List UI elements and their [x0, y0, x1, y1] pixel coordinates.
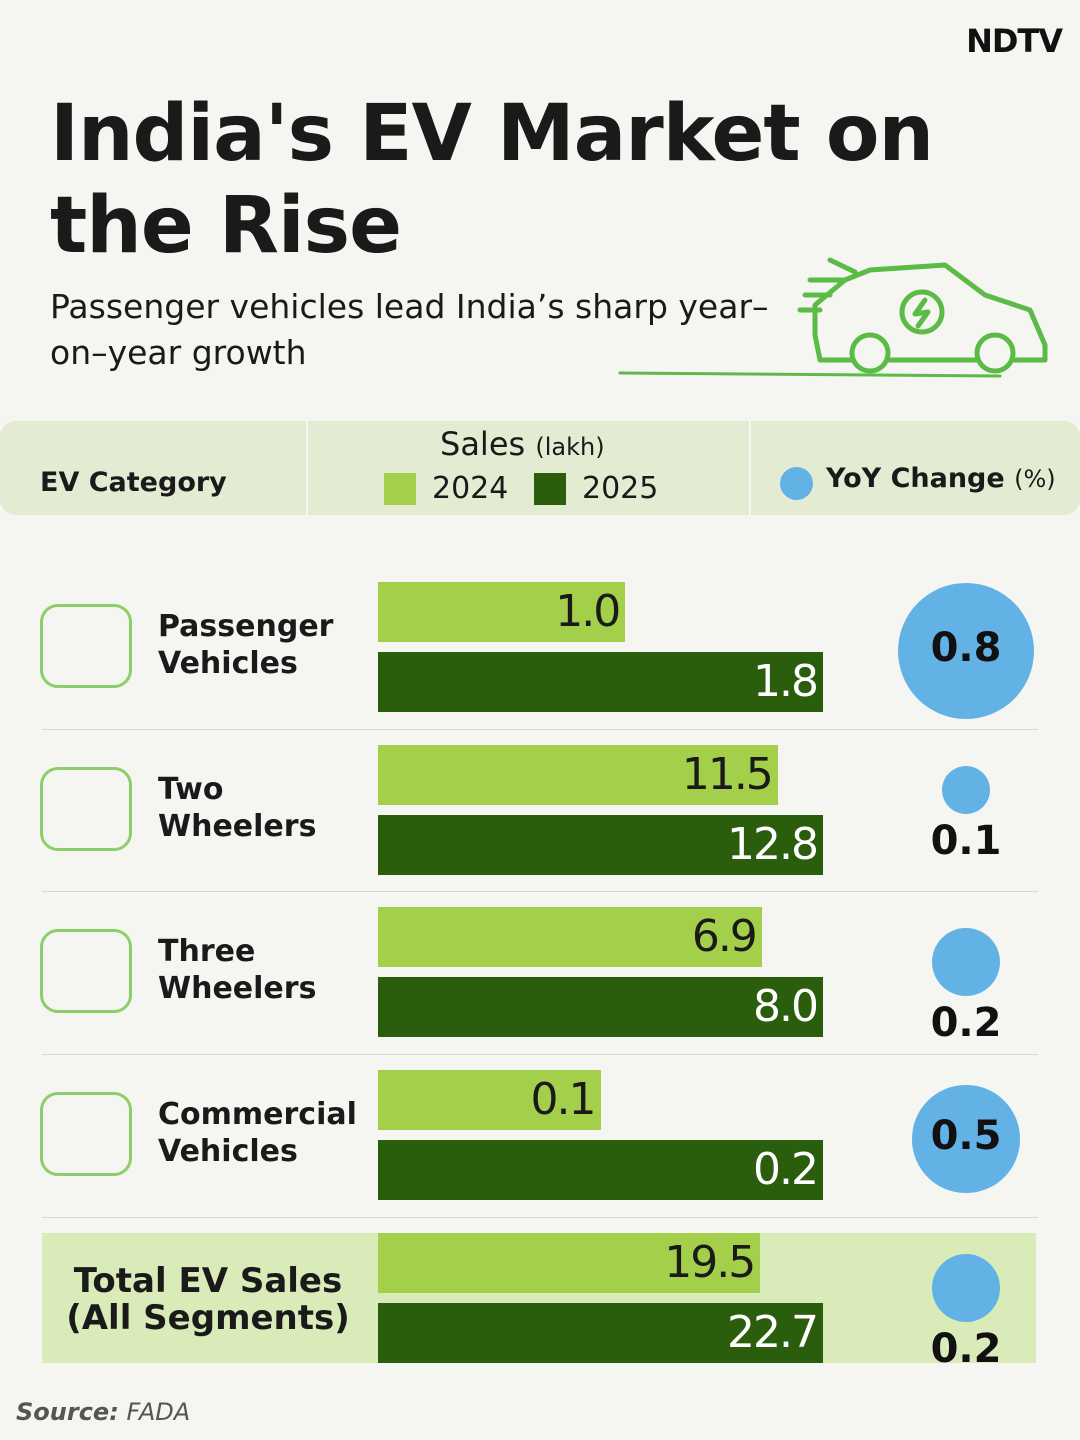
table-header: EV Category Sales (lakh) 2024 2025 YoY Ch… — [0, 421, 1080, 515]
yoy-header: YoY Change (%) — [826, 463, 1056, 494]
sales-header: Sales (lakh) — [440, 425, 605, 463]
category-header: EV Category — [40, 467, 227, 498]
yoy-label: 0.8 — [930, 625, 1002, 671]
value-label: 1.0 — [555, 586, 621, 637]
legend-label: 2025 — [582, 471, 659, 506]
bar — [378, 1302, 823, 1363]
source-label: Source: — [16, 1398, 119, 1426]
category-icon — [40, 929, 132, 1014]
chart-title: India's EV Market on the Rise — [50, 89, 934, 271]
header-divider — [749, 421, 751, 515]
yoy-unit: (%) — [1014, 465, 1056, 493]
bar — [378, 1140, 823, 1201]
yoy-bubble — [941, 765, 991, 814]
yoy-label: 0.1 — [930, 817, 1002, 864]
bar — [378, 652, 823, 712]
sales-header-text: Sales — [440, 425, 526, 463]
chart-subtitle: Passenger vehicles lead India’s sharp ye… — [50, 287, 769, 372]
yoy-bubble — [932, 1253, 1000, 1322]
value-label: 12.8 — [727, 818, 819, 870]
value-label: 1.8 — [753, 656, 819, 707]
legend-label: 2024 — [432, 471, 509, 506]
yoy-label: 0.2 — [930, 1000, 1002, 1047]
car-illustration — [618, 257, 1048, 378]
yoy-label: 0.5 — [930, 1113, 1002, 1160]
value-label: 8.0 — [753, 981, 819, 1033]
value-label: 19.5 — [664, 1236, 756, 1288]
logo: NDTV — [966, 22, 1063, 60]
bar — [378, 1232, 761, 1293]
value-label: 0.2 — [753, 1144, 819, 1196]
category-label: Two Wheelers — [158, 771, 317, 844]
category-icon — [40, 766, 132, 851]
yoy-label: 0.2 — [930, 1325, 1002, 1372]
category-label: Total EV Sales (All Segments) — [66, 1260, 350, 1338]
yoy-header-text: YoY Change — [826, 463, 1005, 494]
row-separator — [42, 891, 1038, 893]
value-label: 6.9 — [691, 911, 758, 963]
yoy-bubble — [912, 1085, 1020, 1193]
category-label: Three Wheelers — [158, 934, 317, 1007]
category-icon — [40, 1092, 132, 1177]
category-icon — [40, 604, 132, 688]
yoy-bubble — [898, 583, 1034, 719]
bar — [378, 977, 823, 1038]
bar — [378, 907, 762, 968]
bar — [378, 814, 823, 875]
value-label: 11.5 — [681, 748, 774, 800]
source: Source: FADA — [16, 1398, 190, 1426]
value-label: 22.7 — [727, 1306, 819, 1358]
bar — [378, 744, 778, 805]
bar — [378, 1070, 601, 1131]
yoy-legend-swatch — [780, 467, 813, 500]
yoy-bubble — [932, 928, 1000, 997]
row-separator — [42, 1216, 1038, 1218]
row-separator — [42, 1054, 1038, 1056]
value-label: 0.1 — [530, 1074, 597, 1126]
bar — [378, 582, 626, 642]
source-text: FADA — [126, 1398, 191, 1426]
row-separator — [42, 728, 1038, 730]
category-label: Commercial Vehicles — [158, 1097, 357, 1170]
sales-unit: (lakh) — [535, 433, 605, 461]
legend-swatch — [384, 473, 416, 505]
category-label: Passenger Vehicles — [158, 609, 334, 681]
legend-swatch — [534, 473, 566, 505]
header-divider — [306, 421, 308, 515]
